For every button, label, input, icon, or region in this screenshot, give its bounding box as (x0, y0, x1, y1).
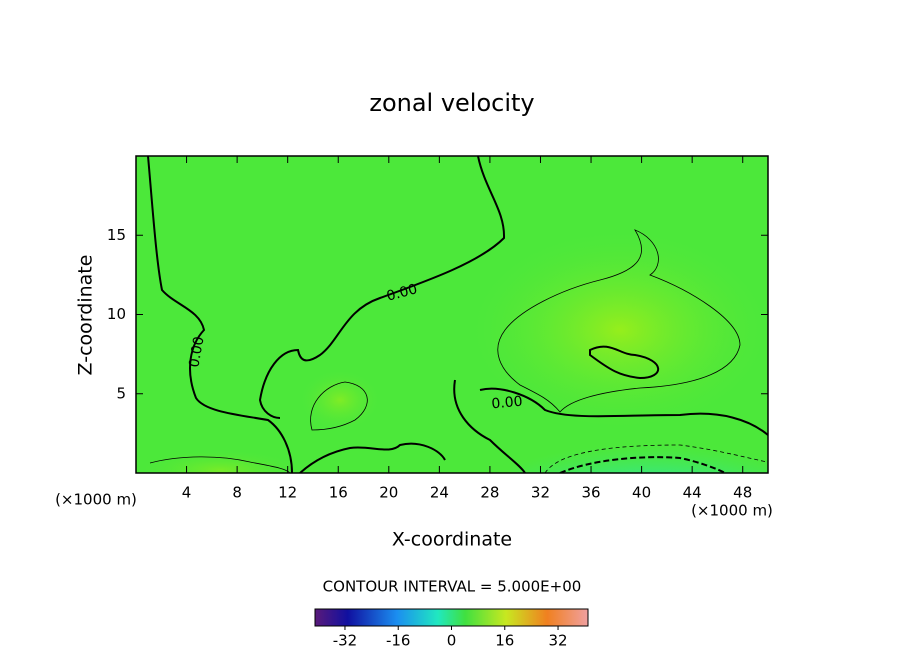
y-tick-label: 10 (107, 305, 126, 323)
y-tick-label: 15 (107, 226, 126, 244)
x-tick-label: 44 (683, 484, 702, 502)
contour-interval: CONTOUR INTERVAL = 5.000E+00 (323, 578, 582, 596)
colorbar-tick-label: 16 (495, 632, 514, 650)
contour-label: 0.00 (186, 335, 207, 368)
y-axis-label: Z-coordinate (75, 255, 97, 376)
colorbar (314, 608, 589, 627)
colorbar-tick-label: 0 (447, 632, 457, 650)
x-tick-label: 36 (581, 484, 600, 502)
contour-label: 0.00 (385, 281, 419, 305)
x-unit-label: (×1000 m) (55, 491, 137, 509)
x-tick-label: 8 (232, 484, 242, 502)
colorbar-tick-label: -32 (333, 632, 358, 650)
colorbar-tick-label: 32 (548, 632, 567, 650)
x-tick-label: 12 (278, 484, 297, 502)
contour-field (136, 156, 768, 473)
x-tick-label: 28 (480, 484, 499, 502)
x-tick-label: 40 (632, 484, 651, 502)
x-axis-label: X-coordinate (392, 529, 512, 551)
x-unit-label: (×1000 m) (691, 502, 773, 520)
x-tick-label: 20 (379, 484, 398, 502)
chart-title: zonal velocity (369, 89, 534, 117)
colorbar-tick-label: -16 (386, 632, 411, 650)
x-tick-label: 48 (733, 484, 752, 502)
x-tick-label: 24 (430, 484, 449, 502)
contour-labels: 0.00 0.00 0.00 (186, 281, 523, 412)
x-tick-label: 4 (182, 484, 192, 502)
x-tick-label: 32 (531, 484, 550, 502)
contour-label: 0.00 (491, 394, 523, 413)
x-tick-label: 16 (329, 484, 348, 502)
y-tick-label: 5 (116, 384, 126, 402)
